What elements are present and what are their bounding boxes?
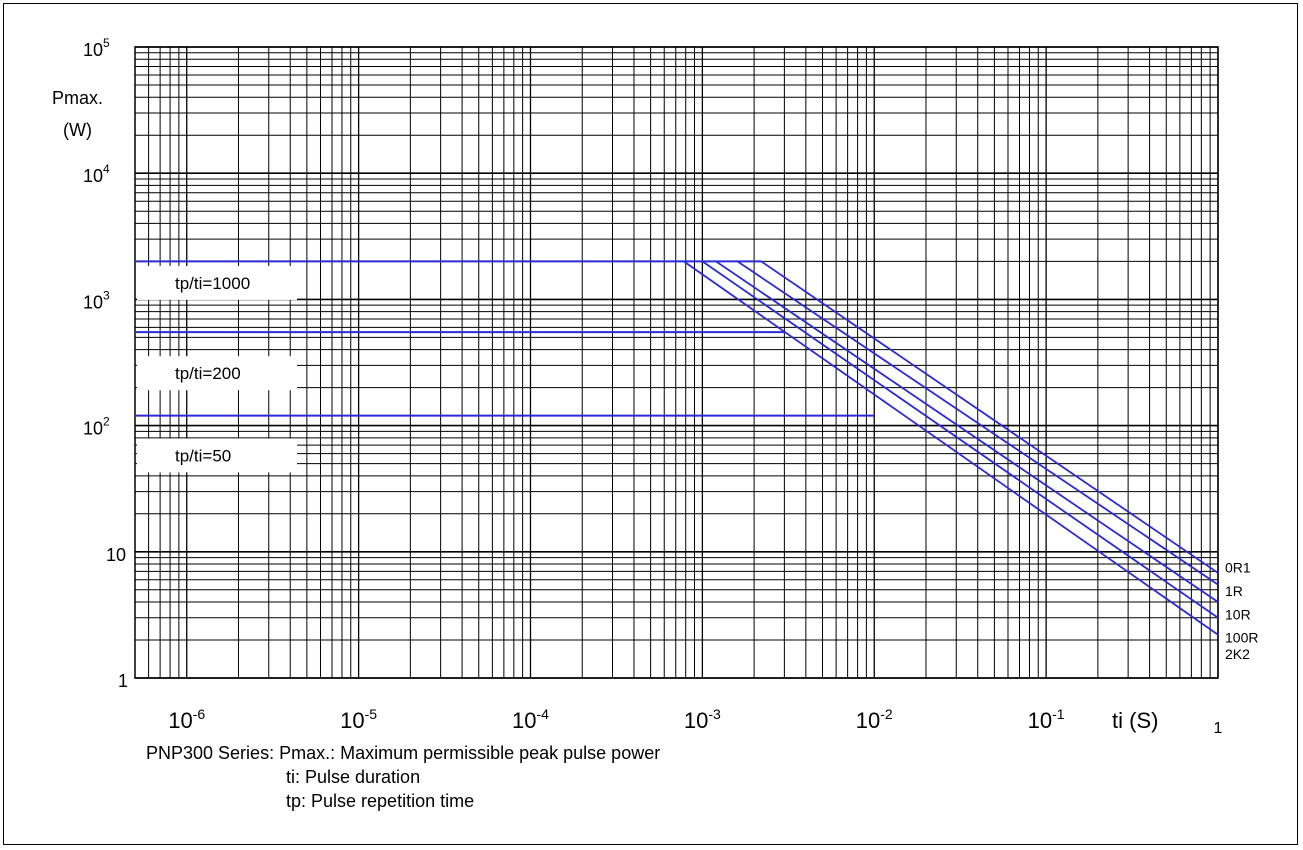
- y-tick-label: 10: [106, 545, 126, 565]
- y-tick-label: 103: [83, 288, 110, 312]
- series-lines: [683, 260, 1219, 636]
- y-tick-label: 102: [83, 415, 110, 439]
- caption-line-3: tp: Pulse repetition time: [286, 791, 475, 811]
- series-line: [760, 260, 1219, 574]
- x-tick-label: 10-2: [856, 706, 893, 733]
- duty-label-box: [137, 356, 297, 391]
- duty-label-box: [137, 438, 297, 473]
- x-tick-label: 10-1: [1028, 706, 1065, 733]
- y-tick-label: 105: [83, 36, 110, 60]
- y-axis-unit: (W): [63, 120, 92, 140]
- y-tick-label: 1: [118, 671, 128, 691]
- duty-label-box: [137, 265, 297, 300]
- x-tick-label: 10-6: [168, 706, 205, 733]
- x-tick-label: 1: [1214, 720, 1223, 737]
- series-line: [701, 260, 1219, 619]
- tick-labels: tp/ti=1000 tp/ti=200 tp/ti=50 0R1 1R 10R 100R2…: [52, 36, 1258, 737]
- series-label: 1R: [1225, 583, 1243, 599]
- y-axis-label: Pmax.: [52, 88, 103, 108]
- duty-lines: [135, 260, 875, 417]
- series-line: [736, 260, 1219, 586]
- x-tick-label: 10-5: [340, 706, 377, 733]
- plot-border: [134, 46, 1219, 679]
- duty-label: tp/ti=1000: [175, 274, 250, 293]
- duty-label: tp/ti=200: [175, 364, 241, 383]
- grid: [134, 46, 1219, 679]
- series-line: [683, 260, 1219, 636]
- series-label: 100R: [1225, 629, 1258, 645]
- caption-line-2: ti: Pulse duration: [286, 767, 421, 787]
- series-label: 2K2: [1225, 646, 1250, 662]
- duty-label: tp/ti=50: [175, 446, 231, 465]
- caption-line-1: PNP300 Series: Pmax.: Maximum permissibl…: [146, 743, 661, 763]
- series-label: 0R1: [1225, 560, 1251, 576]
- x-axis-label: ti (S): [1112, 708, 1158, 733]
- y-tick-label: 104: [83, 162, 110, 186]
- label-boxes: [137, 265, 297, 473]
- series-line: [715, 260, 1219, 603]
- x-tick-label: 10-4: [512, 706, 549, 733]
- x-tick-label: 10-3: [684, 706, 721, 733]
- series-label: 10R: [1225, 606, 1251, 622]
